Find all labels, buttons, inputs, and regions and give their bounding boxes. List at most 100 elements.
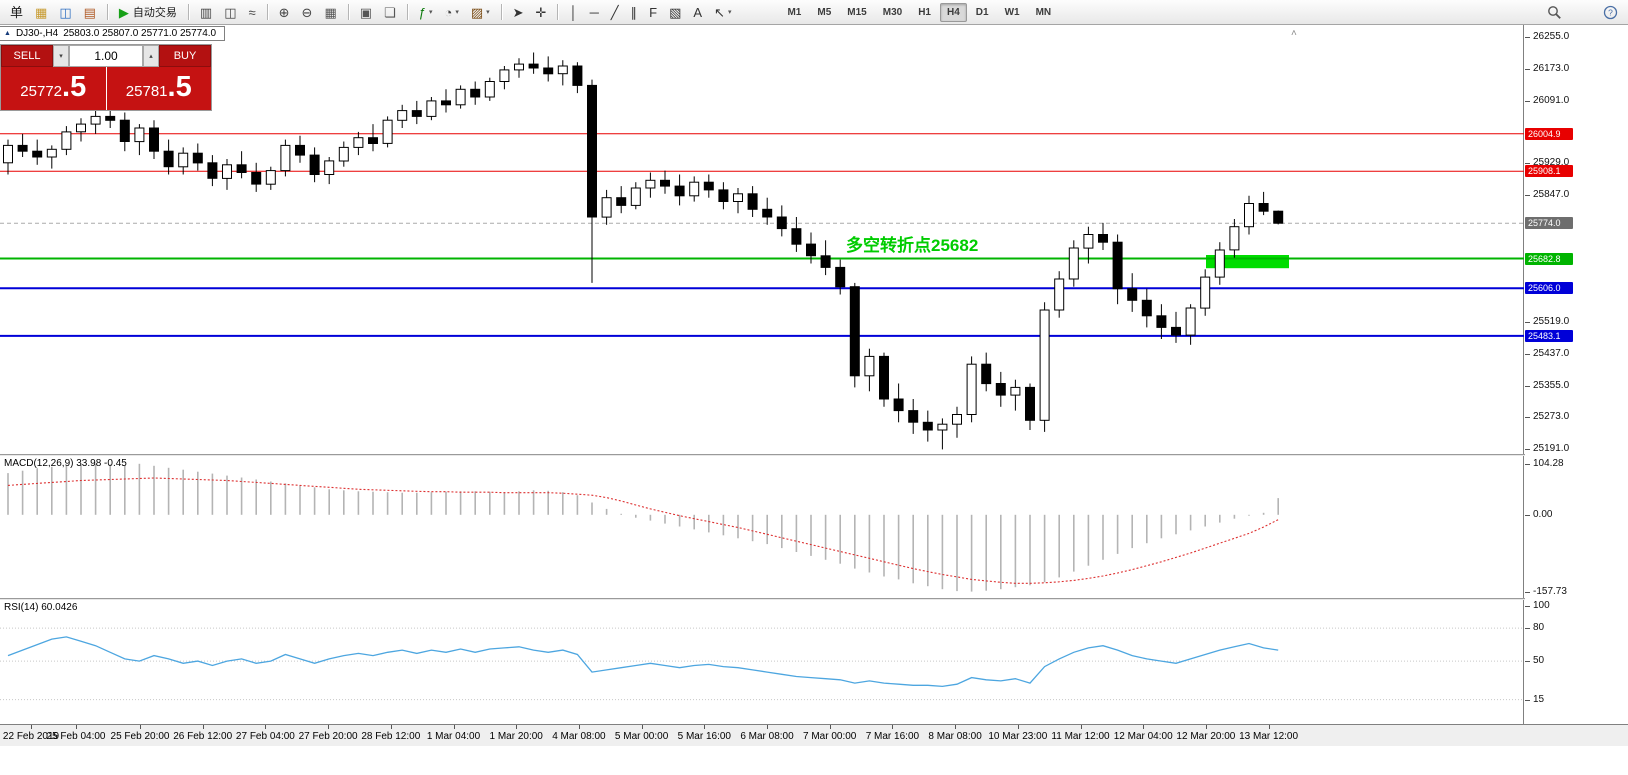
macd-label: MACD(12,26,9) 33.98 -0.45 xyxy=(4,458,127,469)
dropdown-caret-icon[interactable]: ▾ xyxy=(428,9,433,16)
indicator-axis-label: -157.73 xyxy=(1533,586,1567,597)
time-axis-label: 25 Feb 20:00 xyxy=(110,731,170,742)
rsi-panel[interactable]: RSI(14) 60.0426 xyxy=(0,600,1524,724)
volume-input[interactable]: 1.00 xyxy=(69,45,143,67)
time-axis-tick xyxy=(516,725,518,729)
horizontal-line-button[interactable]: ─ xyxy=(585,2,604,22)
cascade-windows-button[interactable]: ▣ xyxy=(355,2,377,22)
macd-panel[interactable]: MACD(12,26,9) 33.98 -0.45 xyxy=(0,456,1524,598)
toolbar-separator xyxy=(500,4,502,20)
macd-histogram xyxy=(7,463,1279,592)
channel-button[interactable]: ∥ xyxy=(626,2,643,22)
time-axis-tick xyxy=(265,725,267,729)
time-axis-tick xyxy=(767,725,768,729)
toolbar-separator xyxy=(347,4,349,20)
price-chart[interactable]: 多空转折点25682 ▲ DJ30-,H4 25803.0 25807.0 25… xyxy=(0,25,1524,454)
timeframe-m30-button[interactable]: M30 xyxy=(882,6,903,18)
axis-tick xyxy=(1525,353,1530,355)
candlestick-chart-canvas: 多空转折点25682 xyxy=(0,52,1524,450)
bar-chart-button[interactable]: ▥ xyxy=(195,2,217,22)
panel-divider[interactable] xyxy=(0,598,1628,600)
vertical-line-button[interactable]: │ xyxy=(564,2,582,22)
volume-increase-button[interactable]: ▴ xyxy=(143,45,159,67)
buy-price-button[interactable]: 25781 .5 xyxy=(106,67,211,110)
arrange-windows-icon: ❏ xyxy=(384,4,396,20)
line-chart-button[interactable]: ≈ xyxy=(244,2,261,22)
navigator-button[interactable]: ◫ xyxy=(54,2,76,22)
timeframe-h1-button[interactable]: H1 xyxy=(918,6,931,18)
timeframe-m5-button[interactable]: M5 xyxy=(817,6,832,18)
dropdown-caret-icon[interactable]: ▾ xyxy=(455,9,459,16)
terminal-button[interactable]: ▤ xyxy=(79,2,101,22)
search-button[interactable] xyxy=(1542,2,1567,22)
cursor-button[interactable]: ➤ xyxy=(508,2,529,22)
buy-button[interactable]: BUY xyxy=(159,45,211,67)
trendline-button[interactable]: ╱ xyxy=(606,2,624,22)
price-tick-label: 25355.0 xyxy=(1533,379,1570,391)
sell-price-button[interactable]: 25772 .5 xyxy=(1,67,107,110)
autotrading-button-label: 自动交易 xyxy=(132,7,177,19)
help-button[interactable]: ? xyxy=(1598,2,1623,22)
periods-button[interactable]: ◔ ▾ xyxy=(439,2,463,22)
market-watch-button[interactable]: ▦ xyxy=(30,2,52,22)
time-axis-label: 5 Mar 00:00 xyxy=(614,731,669,742)
price-tick-label: 26255.0 xyxy=(1533,31,1570,42)
panel-divider[interactable] xyxy=(0,454,1628,456)
autotrading-play-icon: ▶ xyxy=(118,4,129,20)
new-order-button[interactable]: 单 xyxy=(5,2,28,22)
crosshair-icon: ✛ xyxy=(535,4,547,20)
crosshair-button[interactable]: ✛ xyxy=(531,2,552,22)
price-tick-label: 25437.0 xyxy=(1533,347,1570,359)
time-axis[interactable]: 22 Feb 2019 25 Feb 04:00 25 Feb 20:00 26 Fe… xyxy=(0,724,1628,746)
rsi-chart-canvas xyxy=(0,627,1524,701)
price-tick-label: 25929.0 xyxy=(1533,157,1570,169)
chart-shift-marker[interactable]: ˄ xyxy=(1291,28,1297,39)
timeframe-d1-button[interactable]: D1 xyxy=(975,6,989,18)
candlestick-chart-button[interactable]: ◫ xyxy=(219,2,241,22)
toolbar-separator xyxy=(106,4,108,20)
autotrading-button[interactable]: ▶ 自动交易 xyxy=(114,2,182,22)
chart-annotation-text[interactable]: 多空转折点25682 xyxy=(846,235,978,255)
arrows-tool-button[interactable]: ↖ ▾ xyxy=(709,2,736,22)
chart-symbol-period: DJ30-,H4 xyxy=(15,28,59,39)
price-level-label: 25682.8 xyxy=(1525,252,1573,265)
axis-tick xyxy=(1525,463,1530,465)
volume-decrease-button[interactable]: ▾ xyxy=(53,45,69,67)
text-tool-icon: A xyxy=(693,4,703,20)
axis-tick xyxy=(1525,661,1530,663)
svg-text:?: ? xyxy=(1608,7,1613,17)
indicators-button[interactable]: ƒ ▾ xyxy=(414,2,438,22)
price-tick-label: 25519.0 xyxy=(1533,316,1570,327)
axis-tick xyxy=(1525,163,1530,165)
time-axis-tick xyxy=(140,725,141,729)
time-axis-tick xyxy=(641,725,643,729)
timeframe-m15-button[interactable]: M15 xyxy=(847,6,867,18)
timeframe-m1-button[interactable]: M1 xyxy=(787,6,802,18)
timeframe-h4-button[interactable]: H4 xyxy=(939,2,967,22)
dropdown-caret-icon[interactable]: ▾ xyxy=(727,9,732,16)
timeframe-group: M1 M5 M15 M30 H1 H4 D1 W1 MN xyxy=(779,2,1059,22)
arrange-windows-button[interactable]: ❏ xyxy=(379,2,401,22)
shapes-button[interactable]: ▧ xyxy=(664,2,686,22)
timeframe-w1-button[interactable]: W1 xyxy=(1004,6,1020,18)
shapes-icon: ▧ xyxy=(669,4,682,20)
text-tool-button[interactable]: A xyxy=(688,2,707,22)
axis-tick xyxy=(1525,699,1530,701)
fibonacci-button[interactable]: F xyxy=(644,2,662,22)
dropdown-caret-icon[interactable]: ▾ xyxy=(486,9,490,16)
chart-title-tab[interactable]: ▲ DJ30-,H4 25803.0 25807.0 25771.0 25774… xyxy=(0,26,226,41)
help-icon: ? xyxy=(1603,5,1618,19)
zoom-in-button[interactable]: ⊕ xyxy=(274,2,295,22)
time-axis-label: 11 Mar 12:00 xyxy=(1051,731,1110,742)
templates-button[interactable]: ▨ ▾ xyxy=(466,2,495,22)
zoom-out-button[interactable]: ⊖ xyxy=(297,2,318,22)
price-axis[interactable]: 26255.0 26173.0 26091.0 25929.0 25847.0 25519… xyxy=(1525,25,1628,724)
sell-button[interactable]: SELL xyxy=(1,45,53,67)
timeframe-mn-button[interactable]: MN xyxy=(1035,6,1052,18)
rsi-line xyxy=(7,636,1279,688)
time-axis-label: 25 Feb 04:00 xyxy=(46,731,106,742)
time-axis-label: 12 Mar 20:00 xyxy=(1176,731,1236,742)
sell-price-fraction: .5 xyxy=(62,71,87,103)
horizontal-line-icon: ─ xyxy=(589,4,599,20)
tile-windows-button[interactable]: ▦ xyxy=(319,2,341,22)
